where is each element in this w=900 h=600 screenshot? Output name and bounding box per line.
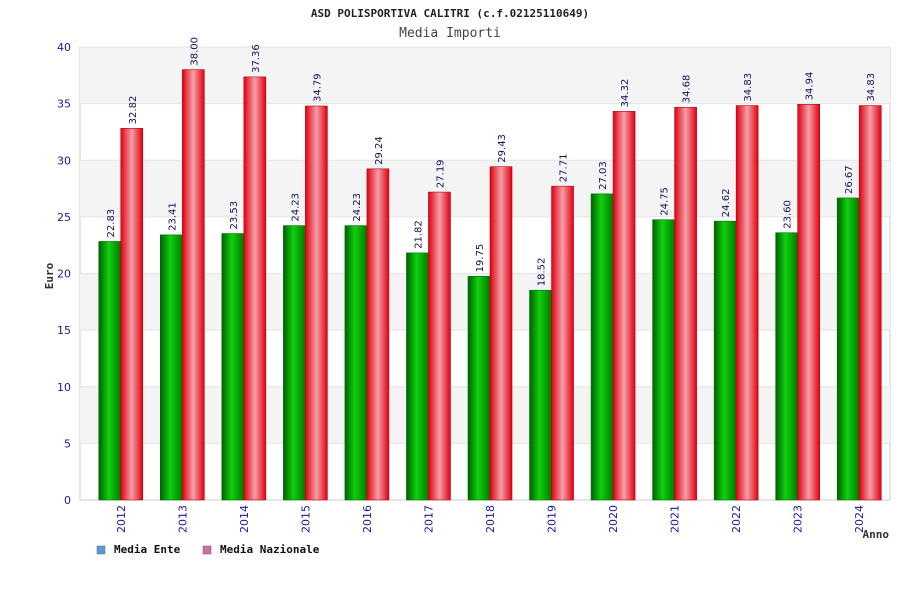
bar-media-nazionale (366, 168, 390, 501)
bar-media-ente (160, 234, 183, 501)
x-axis-label: Anno (863, 528, 890, 541)
value-label: 34.79 (312, 73, 323, 102)
bar-media-nazionale (674, 106, 697, 501)
value-label: 27.19 (435, 159, 446, 188)
value-label: 37.36 (251, 44, 262, 73)
value-label: 34.94 (805, 72, 816, 101)
x-tick-label: 2016 (361, 505, 374, 533)
chart-title: ASD POLISPORTIVA CALITRI (c.f.0212511064… (311, 7, 589, 20)
bar-media-ente (590, 193, 614, 501)
value-label: 26.67 (844, 165, 855, 194)
bar-media-nazionale (858, 105, 882, 501)
bar-media-nazionale (551, 185, 574, 501)
value-label: 38.00 (189, 37, 200, 66)
value-label: 29.24 (374, 136, 385, 165)
value-label: 21.82 (413, 220, 424, 249)
x-tick-label: 2021 (669, 505, 682, 533)
legend-swatch-media-ente (96, 545, 106, 555)
bar-media-ente (836, 197, 860, 501)
legend-label-media-ente: Media Ente (114, 543, 181, 556)
value-label: 24.75 (660, 187, 671, 216)
value-label: 19.75 (475, 244, 486, 273)
legend-swatch-media-nazionale (202, 545, 212, 555)
x-tick-label: 2024 (853, 505, 866, 533)
y-tick-label: 20 (57, 268, 71, 281)
grid-band (80, 47, 890, 104)
value-label: 23.53 (229, 201, 240, 230)
bar-media-nazionale (612, 111, 636, 501)
y-tick-label: 10 (57, 381, 71, 394)
bar-media-nazionale (735, 105, 759, 501)
y-tick-label: 5 (64, 437, 71, 450)
bar-media-nazionale (489, 166, 513, 501)
value-label: 22.83 (106, 209, 117, 238)
bar-media-ente (713, 220, 737, 501)
bar-media-ente (529, 289, 552, 501)
value-label: 29.43 (497, 134, 508, 163)
bar-media-nazionale (120, 128, 144, 501)
y-tick-label: 30 (57, 154, 71, 167)
bar-media-ente (98, 241, 122, 501)
value-label: 23.41 (167, 202, 178, 231)
value-label: 34.68 (682, 75, 693, 104)
bar-media-nazionale (797, 104, 820, 501)
bar-media-ente (652, 219, 675, 501)
x-tick-label: 2012 (115, 505, 128, 533)
x-tick-label: 2014 (238, 505, 251, 533)
value-label: 18.52 (537, 258, 548, 287)
value-label: 27.71 (559, 154, 570, 183)
value-label: 24.62 (721, 189, 732, 218)
x-tick-label: 2013 (176, 505, 189, 533)
bar-media-ente (467, 276, 491, 501)
bars (98, 69, 882, 501)
value-labels: 22.83 32.82 23.41 38.00 23.53 37.36 24.23 34.79… (106, 37, 877, 286)
y-tick-label: 35 (57, 98, 71, 111)
legend-label-media-nazionale: Media Nazionale (220, 543, 320, 556)
legend: Media Ente Media Nazionale (96, 543, 320, 556)
bar-media-nazionale (305, 105, 328, 501)
bar-media-nazionale (182, 69, 205, 501)
value-label: 24.23 (352, 193, 363, 222)
x-tick-label: 2017 (422, 505, 435, 533)
value-label: 24.23 (290, 193, 301, 222)
bar-media-ente (406, 252, 429, 501)
bar-media-nazionale (243, 76, 267, 501)
chart-subtitle: Media Importi (399, 26, 501, 41)
x-tick-label: 2022 (730, 505, 743, 533)
y-axis-ticks: 0 5 10 15 20 25 30 35 40 (57, 41, 71, 507)
value-label: 23.60 (783, 200, 794, 229)
bar-media-ente (775, 232, 798, 501)
y-tick-label: 40 (57, 41, 71, 54)
y-tick-label: 15 (57, 324, 71, 337)
x-axis-ticks: 2012 2013 2014 2015 2016 2017 2018 2019 2020 2021… (115, 505, 866, 533)
x-tick-label: 2023 (792, 505, 805, 533)
y-tick-label: 25 (57, 211, 71, 224)
y-tick-label: 0 (64, 494, 71, 507)
bar-media-ente (283, 225, 306, 501)
value-label: 34.83 (866, 73, 877, 102)
y-axis-label: Euro (43, 262, 56, 289)
value-label: 34.32 (620, 79, 631, 108)
x-tick-label: 2019 (546, 505, 559, 533)
value-label: 34.83 (743, 73, 754, 102)
x-tick-label: 2020 (607, 505, 620, 533)
value-label: 27.03 (598, 161, 609, 190)
x-tick-label: 2015 (299, 505, 312, 533)
value-label: 32.82 (128, 96, 139, 125)
x-tick-label: 2018 (484, 505, 497, 533)
bar-media-nazionale (428, 191, 451, 501)
bar-media-ente (344, 225, 368, 501)
bar-media-ente (221, 233, 245, 501)
